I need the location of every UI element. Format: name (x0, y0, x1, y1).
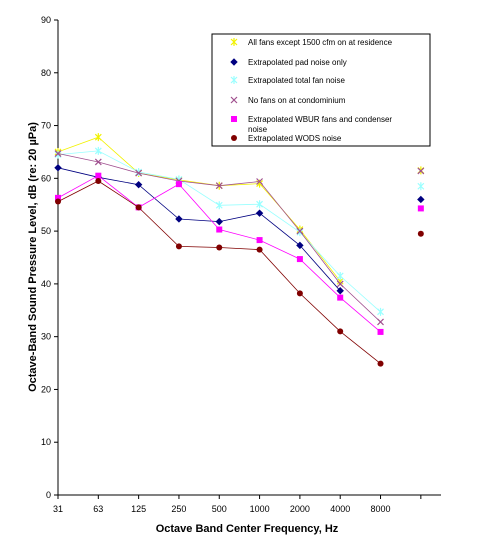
data-point (336, 287, 344, 295)
data-point (230, 38, 238, 46)
data-point (95, 172, 102, 179)
series-2 (54, 146, 425, 316)
legend-label: Extrapolated WODS noise (248, 134, 342, 143)
data-point (54, 164, 62, 172)
x-tick-label: 4000 (330, 504, 350, 514)
data-point (216, 226, 223, 233)
data-point (296, 290, 303, 297)
y-axis-title: Octave-Band Sound Pressure Level, dB (re… (27, 122, 39, 392)
data-point (215, 217, 223, 226)
legend-label: All fans except 1500 cfm on at residence (248, 38, 393, 47)
data-point (296, 256, 303, 263)
data-point (377, 318, 384, 326)
data-point (296, 241, 304, 250)
data-point (135, 169, 143, 177)
x-tick-labels: 31 63 125 250 500 1000 2000 4000 8000 (53, 504, 391, 514)
data-point (55, 198, 61, 205)
data-point (255, 209, 264, 217)
data-point (55, 194, 61, 201)
data-point (134, 180, 143, 189)
series-5 (55, 177, 424, 367)
y-tick-label: 80 (41, 68, 51, 78)
data-point (230, 96, 238, 104)
series-1 (54, 164, 425, 295)
legend-label: Extrapolated total fan noise (248, 76, 346, 85)
legend-box (211, 33, 431, 147)
y-tick-label: 40 (41, 279, 51, 289)
data-point (336, 271, 344, 280)
data-point (95, 177, 102, 184)
y-tick-label: 0 (46, 490, 51, 500)
data-point (231, 135, 237, 141)
data-point (230, 58, 238, 66)
data-point (231, 116, 237, 122)
series-0 (54, 133, 425, 286)
series-layer (54, 133, 425, 367)
x-tick-label: 63 (93, 504, 103, 514)
data-point (215, 182, 223, 190)
x-tick-label: 125 (131, 504, 146, 514)
axes (54, 19, 441, 499)
data-point (417, 182, 425, 191)
data-point (336, 280, 344, 288)
y-tick-labels: 0 10 20 30 40 50 60 70 80 90 (41, 15, 51, 500)
data-point (417, 205, 424, 212)
data-point (175, 181, 182, 188)
y-tick-label: 50 (41, 226, 51, 236)
series-line (57, 167, 341, 292)
legend-label: No fans on at condominium (248, 96, 346, 105)
data-point (135, 168, 143, 176)
data-point (94, 146, 102, 155)
data-point (337, 328, 344, 335)
data-point (230, 76, 238, 84)
data-point (54, 150, 62, 157)
data-point (94, 158, 102, 166)
data-point (256, 178, 264, 185)
y-tick-label: 60 (41, 173, 51, 183)
y-tick-label: 90 (41, 15, 51, 25)
x-tick-label: 8000 (371, 504, 391, 514)
data-point (337, 294, 344, 301)
data-point (256, 200, 264, 209)
y-tick-label: 10 (41, 437, 51, 447)
legend-label: Extrapolated WBUR fans and condenser nois… (248, 115, 392, 134)
x-tick-label: 2000 (290, 504, 310, 514)
data-point (417, 195, 425, 204)
legend: All fans except 1500 cfm on at residence… (211, 33, 431, 147)
data-point (256, 246, 263, 253)
x-tick-label: 250 (171, 504, 186, 514)
data-point (417, 167, 425, 175)
x-tick-label: 31 (53, 504, 63, 514)
data-point (175, 243, 182, 250)
data-point (215, 201, 223, 210)
series-line (57, 175, 381, 333)
y-tick-label: 20 (41, 384, 51, 394)
series-3 (54, 150, 425, 326)
data-point (216, 244, 223, 251)
data-point (256, 237, 263, 244)
series-line (57, 136, 341, 282)
legend-label: Extrapolated pad noise only (248, 58, 347, 67)
data-point (377, 328, 384, 335)
data-point (175, 215, 183, 223)
y-tick-label: 70 (41, 121, 51, 131)
series-4 (55, 172, 424, 335)
data-point (94, 133, 102, 142)
x-axis-title: Octave Band Center Frequency, Hz (156, 523, 339, 535)
data-point (377, 307, 384, 316)
data-point (377, 360, 384, 367)
data-point (54, 150, 62, 159)
x-tick-label: 500 (212, 504, 227, 514)
data-point (417, 230, 424, 237)
data-point (135, 204, 142, 211)
y-tick-label: 30 (41, 332, 51, 342)
x-tick-label: 1000 (250, 504, 270, 514)
data-point (296, 227, 304, 235)
